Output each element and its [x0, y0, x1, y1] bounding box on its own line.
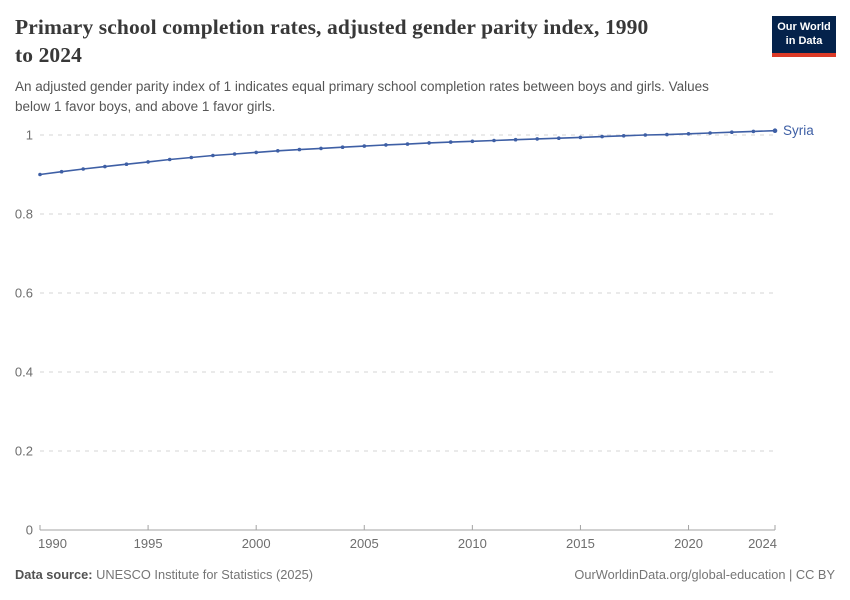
x-tick-label: 2020 [674, 536, 703, 551]
data-point[interactable] [557, 136, 561, 140]
data-point[interactable] [59, 169, 64, 174]
data-point[interactable] [189, 155, 194, 160]
data-point[interactable] [276, 149, 280, 153]
x-tick-label: 2024 [748, 536, 777, 551]
y-zero-label: 0 [26, 523, 33, 538]
page-title-line-2: to 2024 [15, 43, 82, 68]
data-source-value: UNESCO Institute for Statistics (2025) [92, 567, 313, 582]
y-tick-label: 0.2 [15, 444, 33, 459]
owid-logo-line-2: in Data [785, 34, 823, 47]
owid-logo-line-1: Our World [777, 21, 831, 33]
data-point[interactable] [38, 172, 42, 177]
chart-footer: Data source: UNESCO Institute for Statis… [15, 567, 835, 582]
data-point[interactable] [384, 143, 388, 147]
chart-svg: 0.2 0.4 0.6 0.8 1 0 1990 1995 2000 2005 2010 2015 20… [15, 123, 814, 551]
chart-subtitle: An adjusted gender parity index of 1 ind… [15, 77, 805, 116]
owid-logo[interactable]: Our World in Data [772, 16, 836, 57]
data-point[interactable] [751, 129, 756, 134]
data-point[interactable] [103, 164, 107, 169]
y-tick-label: 0.6 [15, 286, 33, 301]
x-tick-label: 1990 [38, 536, 67, 551]
data-point[interactable] [211, 153, 215, 158]
data-point[interactable] [708, 131, 712, 135]
data-point[interactable] [513, 137, 518, 142]
data-point[interactable] [297, 147, 302, 152]
data-point[interactable] [643, 133, 648, 137]
x-tick-label: 2010 [458, 536, 487, 551]
y-tick-label: 0.8 [15, 207, 33, 222]
y-tick-label: 0.4 [15, 365, 33, 380]
data-point[interactable] [427, 141, 431, 145]
x-tick-label: 1995 [134, 536, 163, 551]
chart-subtitle-line-1: An adjusted gender parity index of 1 ind… [15, 79, 709, 94]
data-point[interactable] [730, 130, 734, 134]
y-tick-label: 1 [26, 128, 33, 143]
x-tick-label: 2005 [350, 536, 379, 551]
data-point[interactable] [146, 160, 150, 164]
data-point[interactable] [232, 152, 237, 156]
series-label[interactable]: Syria [783, 123, 814, 138]
data-point[interactable] [340, 145, 345, 149]
data-point[interactable] [81, 167, 85, 171]
data-point[interactable] [470, 139, 475, 144]
data-point[interactable] [621, 134, 626, 138]
x-tick-label: 2015 [566, 536, 595, 551]
chart-subtitle-line-2: below 1 favor boys, and above 1 favor gi… [15, 98, 276, 114]
data-point[interactable] [492, 138, 496, 143]
owid-license-link[interactable]: OurWorldinData.org/global-education | CC… [574, 567, 835, 582]
chart-header: Primary school completion rates, adjuste… [15, 13, 760, 70]
data-point[interactable] [600, 134, 604, 139]
data-source-note: Data source: UNESCO Institute for Statis… [15, 567, 313, 582]
x-tick-label: 2000 [242, 536, 271, 551]
data-point[interactable] [319, 146, 323, 151]
data-point[interactable] [405, 142, 410, 146]
data-point[interactable] [535, 137, 539, 141]
trend-line[interactable] [39, 129, 776, 176]
data-point[interactable] [772, 128, 778, 133]
data-point[interactable] [254, 150, 258, 155]
data-point[interactable] [362, 144, 367, 148]
data-source-label: Data source: [15, 567, 93, 582]
data-point[interactable] [578, 135, 583, 140]
data-point[interactable] [124, 162, 129, 166]
data-point[interactable] [167, 157, 172, 162]
data-point[interactable] [686, 132, 691, 136]
data-point[interactable] [448, 140, 453, 144]
page-title-line-1: Primary school completion rates, adjuste… [15, 15, 649, 39]
data-point[interactable] [665, 132, 669, 137]
